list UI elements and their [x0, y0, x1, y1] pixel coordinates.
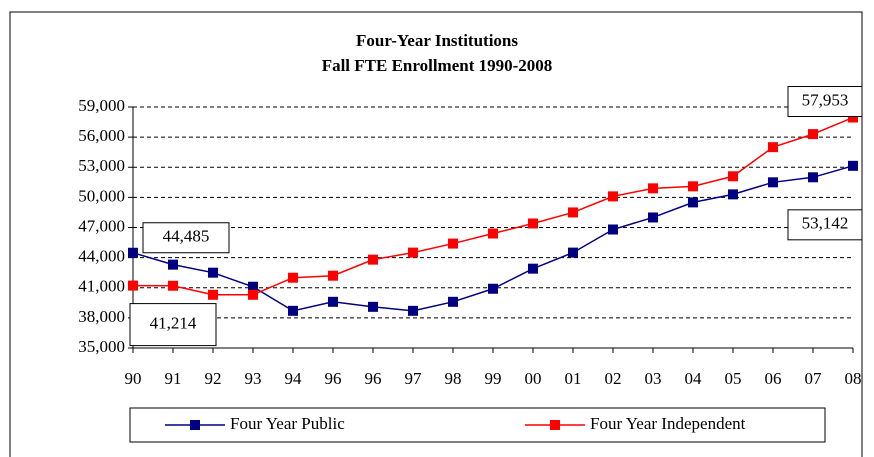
point-marker: [608, 191, 618, 202]
data-label-box: [129, 303, 217, 347]
data-label: 57,953: [802, 90, 849, 109]
x-tick-label: 94: [285, 369, 303, 388]
legend-marker: [190, 420, 200, 430]
point-marker: [568, 207, 578, 218]
x-tick-label: 00: [525, 369, 542, 388]
point-marker: [488, 228, 498, 239]
legend-marker: [550, 420, 560, 430]
y-tick-label: 38,000: [78, 307, 125, 326]
x-tick-label: 96: [325, 369, 342, 388]
point-marker: [408, 247, 418, 258]
point-marker: [208, 289, 218, 300]
data-label: 41,214: [150, 314, 197, 333]
point-marker: [768, 177, 778, 188]
y-tick-label: 50,000: [78, 186, 125, 205]
point-marker: [208, 267, 218, 278]
legend-label: Four Year Independent: [590, 414, 746, 433]
x-tick-label: 03: [645, 369, 662, 388]
x-tick-label: 90: [125, 369, 142, 388]
point-marker: [288, 305, 298, 316]
y-tick-label: 44,000: [78, 247, 125, 266]
x-tick-label: 96: [365, 369, 382, 388]
point-marker: [488, 283, 498, 294]
x-tick-label: 01: [565, 369, 582, 388]
point-marker: [848, 112, 858, 123]
chart-subtitle: Fall FTE Enrollment 1990-2008: [322, 56, 553, 75]
x-tick-label: 04: [685, 369, 703, 388]
point-marker: [848, 160, 858, 171]
chart-frame: [9, 11, 863, 457]
point-marker: [368, 301, 378, 312]
y-tick-label: 53,000: [78, 156, 125, 175]
point-marker: [288, 272, 298, 283]
legend-box: [129, 407, 826, 443]
y-tick-label: 59,000: [78, 96, 125, 115]
point-marker: [808, 172, 818, 183]
data-label-box: [787, 86, 863, 118]
point-marker: [448, 238, 458, 249]
y-tick-label: 41,000: [78, 277, 125, 296]
point-marker: [728, 171, 738, 182]
x-tick-label: 05: [725, 369, 742, 388]
point-marker: [368, 254, 378, 265]
x-tick-label: 07: [805, 369, 823, 388]
y-tick-label: 56,000: [78, 126, 125, 145]
point-marker: [168, 280, 178, 291]
x-tick-label: 93: [245, 369, 262, 388]
point-marker: [448, 296, 458, 307]
point-marker: [688, 181, 698, 192]
point-marker: [608, 224, 618, 235]
x-tick-label: 97: [405, 369, 423, 388]
x-tick-label: 99: [485, 369, 502, 388]
point-marker: [328, 270, 338, 281]
x-tick-label: 91: [165, 369, 182, 388]
point-marker: [728, 189, 738, 200]
point-marker: [768, 142, 778, 153]
data-label: 53,142: [802, 214, 849, 233]
x-tick-label: 02: [605, 369, 622, 388]
x-tick-label: 98: [445, 369, 462, 388]
point-marker: [808, 129, 818, 140]
chart-title: Four-Year Institutions: [356, 31, 518, 50]
data-label: 44,485: [163, 227, 210, 246]
data-label-box: [787, 209, 863, 241]
point-marker: [248, 289, 258, 300]
y-tick-label: 35,000: [78, 337, 125, 356]
point-marker: [528, 263, 538, 274]
y-tick-label: 47,000: [78, 216, 125, 235]
point-marker: [128, 247, 138, 258]
point-marker: [648, 212, 658, 223]
legend-label: Four Year Public: [230, 414, 345, 433]
x-tick-label: 92: [205, 369, 222, 388]
point-marker: [328, 296, 338, 307]
point-marker: [408, 305, 418, 316]
data-label-box: [142, 222, 230, 254]
point-marker: [648, 183, 658, 194]
x-tick-label: 08: [845, 369, 862, 388]
point-marker: [688, 197, 698, 208]
x-tick-label: 06: [765, 369, 782, 388]
point-marker: [248, 281, 258, 292]
point-marker: [168, 259, 178, 270]
point-marker: [528, 218, 538, 229]
point-marker: [568, 247, 578, 258]
point-marker: [128, 280, 138, 291]
